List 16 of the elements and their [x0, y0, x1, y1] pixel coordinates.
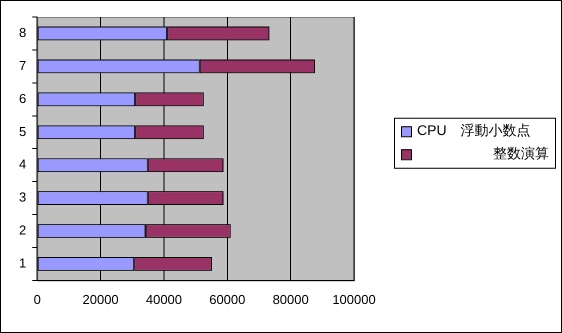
legend-label: CPU 浮動小数点 — [417, 122, 531, 138]
y-tick-label: 4 — [18, 156, 26, 172]
y-tick-label: 3 — [18, 190, 26, 205]
text: 整数演算 — [493, 145, 549, 162]
x-tick-label: 100000 — [332, 292, 376, 307]
x-tick-label: 0 — [34, 292, 41, 307]
y-tick-label: 8 — [18, 25, 26, 40]
y-tick-label: 2 — [18, 222, 26, 238]
y-tick-label: 6 — [18, 90, 26, 106]
x-tick-label: 40000 — [146, 292, 182, 307]
x-tick-label: 20000 — [82, 292, 119, 307]
y-tick-label: 1 — [18, 256, 26, 271]
y-tick-label: 7 — [18, 58, 26, 73]
x-tick-label: 80000 — [272, 292, 309, 307]
y-tick-label: 5 — [18, 124, 26, 139]
x-tick-label: 60000 — [209, 292, 246, 307]
